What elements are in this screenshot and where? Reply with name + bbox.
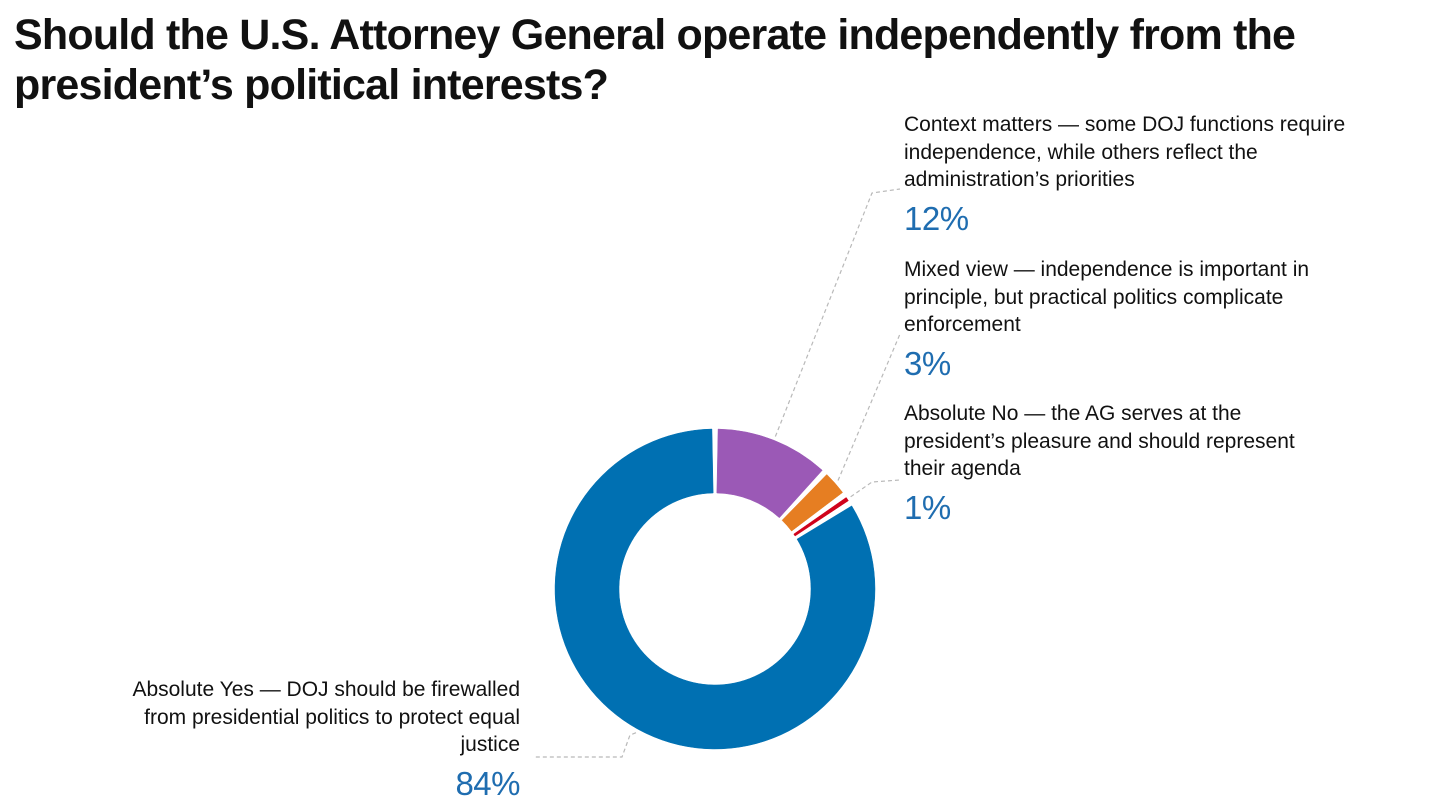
label-absolute-yes: Absolute Yes — DOJ should be firewalled …	[110, 676, 520, 804]
label-mixed-view: Mixed view — independence is important i…	[904, 256, 1324, 384]
donut-slices	[554, 428, 876, 750]
label-mixed-view-text: Mixed view — independence is important i…	[904, 258, 1310, 336]
label-absolute-no-pct: 1%	[904, 488, 951, 526]
label-context-matters: Context matters — some DOJ functions req…	[904, 111, 1374, 239]
label-absolute-no: Absolute No — the AG serves at the presi…	[904, 400, 1324, 528]
label-absolute-no-text: Absolute No — the AG serves at the presi…	[904, 402, 1295, 480]
leader-lines	[535, 188, 901, 758]
label-absolute-yes-pct: 84%	[455, 764, 520, 802]
slice-mixed-view	[781, 474, 843, 532]
leader-absolute-no	[850, 479, 901, 498]
leader-context-matters	[774, 188, 901, 437]
label-mixed-view-pct: 3%	[904, 344, 951, 382]
slice-absolute-yes	[554, 428, 876, 750]
leader-absolute-yes	[535, 732, 637, 758]
label-context-matters-text: Context matters — some DOJ functions req…	[904, 113, 1346, 191]
slice-context-matters	[716, 428, 823, 519]
label-context-matters-pct: 12%	[904, 199, 969, 237]
label-absolute-yes-text: Absolute Yes — DOJ should be firewalled …	[132, 678, 520, 756]
chart-title: Should the U.S. Attorney General operate…	[14, 11, 1296, 109]
slice-absolute-no	[793, 497, 849, 537]
leader-mixed-view	[837, 333, 901, 481]
